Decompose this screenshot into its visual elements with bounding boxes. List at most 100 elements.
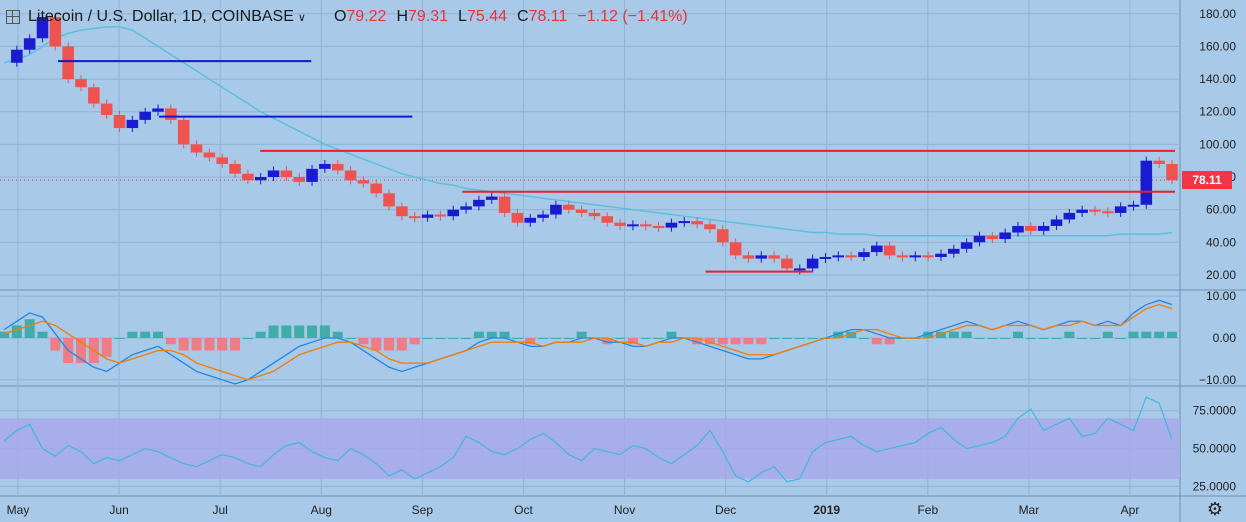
- macd-histogram-bar: [846, 331, 857, 338]
- rsi-band-fill: [0, 418, 1180, 479]
- macd-histogram-bar: [24, 319, 35, 338]
- macd-histogram-bar: [11, 325, 22, 338]
- candle-body: [601, 216, 614, 223]
- macd-tick-label: 10.00: [1206, 289, 1236, 303]
- macd-histogram-bar: [0, 331, 9, 338]
- rsi-tick-label: 50.0000: [1193, 442, 1237, 456]
- macd-histogram-bar: [332, 331, 343, 338]
- macd-histogram-bar: [409, 338, 420, 345]
- x-tick-label: Jul: [213, 503, 228, 517]
- candle-body: [935, 253, 947, 257]
- candle-body: [75, 79, 87, 88]
- macd-histogram-bar: [538, 338, 549, 339]
- candle-body: [498, 196, 511, 213]
- macd-histogram-bar: [448, 338, 459, 339]
- candle-body: [280, 170, 293, 178]
- candle-body: [293, 177, 305, 182]
- candle-body: [742, 255, 755, 259]
- macd-pane: [0, 299, 1177, 385]
- chevron-down-icon[interactable]: ∨: [297, 11, 306, 24]
- candle-body: [871, 245, 883, 253]
- macd-histogram-bar: [627, 338, 638, 345]
- macd-histogram-bar: [76, 338, 87, 364]
- candle-body: [691, 221, 703, 225]
- candle-body: [203, 152, 216, 158]
- macd-histogram-bar: [730, 338, 741, 345]
- macd-histogram-bar: [1154, 331, 1165, 338]
- macd-histogram-bar: [935, 331, 946, 338]
- candle-body: [396, 206, 408, 217]
- symbol-header[interactable]: Litecoin / U.S. Dollar, 1D, COINBASE ∨ O…: [6, 6, 698, 28]
- macd-histogram-bar: [948, 331, 959, 338]
- macd-histogram-bar: [974, 338, 985, 339]
- candle-body: [100, 103, 113, 115]
- candle-body: [652, 225, 665, 228]
- macd-histogram-bar: [576, 331, 587, 338]
- macd-histogram-bar: [461, 338, 472, 339]
- macd-line: [3, 299, 1173, 385]
- gear-icon[interactable]: ⚙: [1206, 499, 1224, 519]
- candle-body: [960, 242, 973, 249]
- candle-body: [1076, 209, 1088, 213]
- macd-histogram-bar: [204, 338, 215, 351]
- macd-histogram-bar: [1000, 338, 1011, 339]
- candle-body: [537, 214, 549, 218]
- candle-body: [948, 248, 960, 254]
- macd-histogram-bar: [191, 338, 202, 351]
- candle-body: [139, 111, 151, 120]
- y-tick-label: 160.00: [1199, 39, 1236, 53]
- y-tick-label: 180.00: [1199, 7, 1236, 21]
- macd-histogram-bar: [1128, 331, 1139, 338]
- candle-body: [819, 256, 832, 259]
- candle-body: [434, 214, 447, 217]
- macd-histogram-bar: [486, 331, 497, 338]
- candle-body: [986, 235, 999, 240]
- candle-body: [152, 108, 164, 112]
- x-tick-label: Nov: [614, 503, 635, 517]
- high-label: H: [396, 8, 408, 25]
- macd-histogram-bar: [384, 338, 395, 351]
- x-tick-label: Jun: [109, 503, 128, 517]
- x-tick-label: Mar: [1019, 503, 1040, 517]
- candle-body: [1114, 206, 1127, 213]
- macd-histogram-bar: [37, 331, 48, 338]
- candle-body: [49, 17, 62, 47]
- candle-body: [639, 224, 652, 227]
- last-price-tag: 78.11: [1182, 171, 1232, 190]
- candle-body: [1050, 219, 1063, 226]
- macd-tick-label: −10.00: [1199, 373, 1236, 387]
- candle-body: [88, 87, 100, 104]
- candle-body: [447, 209, 460, 217]
- candle-body: [704, 224, 716, 230]
- candle-body: [36, 17, 49, 39]
- level-lines: [58, 60, 1175, 273]
- candle-body: [562, 204, 575, 210]
- candle-body: [614, 222, 626, 226]
- macd-histogram-bar: [268, 325, 279, 338]
- open-value: 79.22: [346, 8, 387, 25]
- candle-body: [896, 255, 909, 258]
- candle-body: [473, 199, 485, 207]
- close-label: C: [517, 8, 529, 25]
- candle-body: [254, 177, 267, 181]
- macd-histogram-bar: [422, 338, 433, 339]
- candle-body: [190, 144, 203, 153]
- open-label: O: [333, 8, 347, 25]
- macd-histogram-bar: [987, 338, 998, 339]
- candle-body: [126, 119, 139, 129]
- macd-histogram-bar: [358, 338, 369, 345]
- candle-body: [524, 217, 537, 223]
- candle-body: [62, 46, 74, 80]
- candle-body: [344, 170, 357, 181]
- candle-body: [768, 255, 780, 259]
- macd-histogram-bar: [923, 331, 934, 338]
- candle-body: [806, 258, 819, 269]
- y-tick-label: 140.00: [1199, 72, 1236, 86]
- macd-histogram-bar: [294, 325, 305, 338]
- candle-body: [550, 204, 562, 215]
- candle-body: [331, 163, 344, 171]
- candle-body: [306, 168, 318, 182]
- y-tick-label: 120.00: [1199, 105, 1236, 119]
